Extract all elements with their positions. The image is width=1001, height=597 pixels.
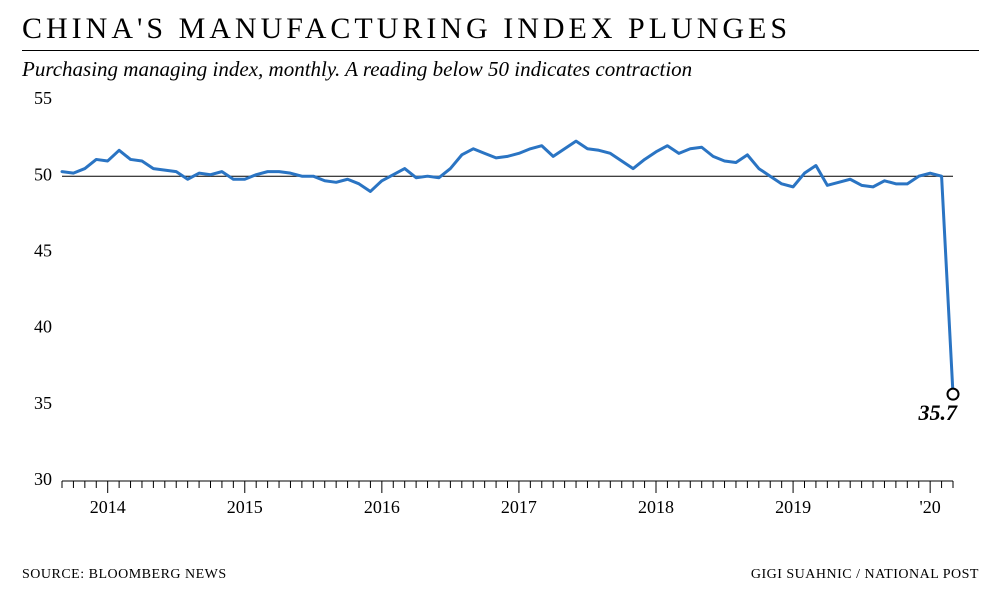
x-tick-label: 2014 [90, 497, 126, 517]
final-point-label: 35.7 [918, 400, 959, 425]
credit-label: GIGI SUAHNIC / NATIONAL POST [751, 567, 979, 583]
y-tick-label: 30 [34, 469, 52, 489]
source-label: SOURCE: BLOOMBERG NEWS [22, 567, 227, 583]
x-tick-label: 2016 [364, 497, 400, 517]
y-tick-label: 40 [34, 317, 52, 337]
y-tick-label: 55 [34, 92, 52, 108]
x-tick-label: '20 [920, 497, 941, 517]
line-chart: 30 35 40 45 50 55 2014 2015 2016 2017 2018 2019 '20 3… [22, 92, 979, 537]
chart-title: CHINA'S MANUFACTURING INDEX PLUNGES [22, 12, 979, 46]
y-tick-label: 35 [34, 393, 52, 413]
x-tick-label: 2017 [501, 497, 537, 517]
y-tick-label: 50 [34, 164, 52, 184]
data-line [62, 141, 953, 394]
y-tick-label: 45 [34, 241, 52, 261]
chart-area: 30 35 40 45 50 55 2014 2015 2016 2017 2018 2019 '20 3… [22, 92, 979, 542]
chart-subtitle: Purchasing managing index, monthly. A re… [22, 57, 979, 82]
title-rule [22, 50, 979, 51]
x-tick-label: 2015 [227, 497, 263, 517]
x-tick-label: 2018 [638, 497, 674, 517]
chart-footer: SOURCE: BLOOMBERG NEWS GIGI SUAHNIC / NA… [22, 567, 979, 583]
x-tick-label: 2019 [775, 497, 811, 517]
final-point-marker [948, 389, 959, 400]
